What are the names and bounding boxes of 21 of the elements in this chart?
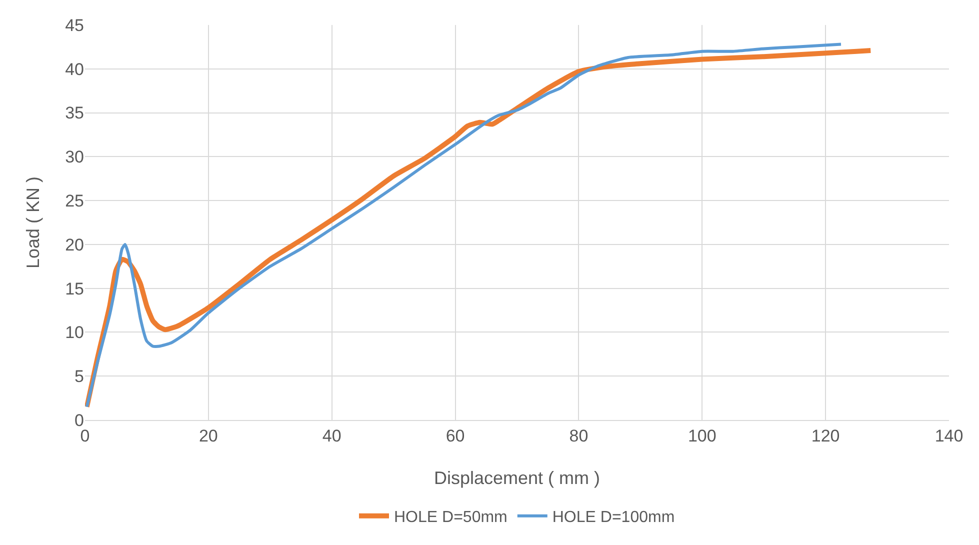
y-tick-label: 20: [65, 235, 84, 254]
y-axis-title: Load ( KN ): [23, 176, 43, 269]
y-tick-label: 30: [65, 148, 84, 167]
x-tick-label: 120: [811, 426, 840, 446]
x-tick-label: 20: [198, 426, 218, 446]
x-tick-label: 40: [322, 426, 342, 446]
x-tick-label: 60: [446, 426, 465, 446]
x-tick-label: 140: [934, 426, 964, 446]
x-tick-label: 80: [569, 426, 588, 446]
legend-label: HOLE D=100mm: [552, 509, 675, 526]
y-tick-label: 45: [65, 16, 84, 35]
y-tick-label: 40: [65, 60, 84, 79]
x-tick-label: 100: [688, 426, 716, 446]
y-tick-label: 10: [65, 323, 84, 342]
y-tick-label: 35: [65, 104, 84, 123]
x-axis-title: Displacement ( mm ): [434, 468, 600, 488]
y-tick-label: 0: [74, 410, 84, 430]
legend-label: HOLE D=50mm: [394, 509, 508, 526]
y-tick-label: 5: [74, 367, 84, 386]
y-tick-label: 25: [65, 192, 84, 211]
y-tick-label: 15: [65, 279, 84, 298]
